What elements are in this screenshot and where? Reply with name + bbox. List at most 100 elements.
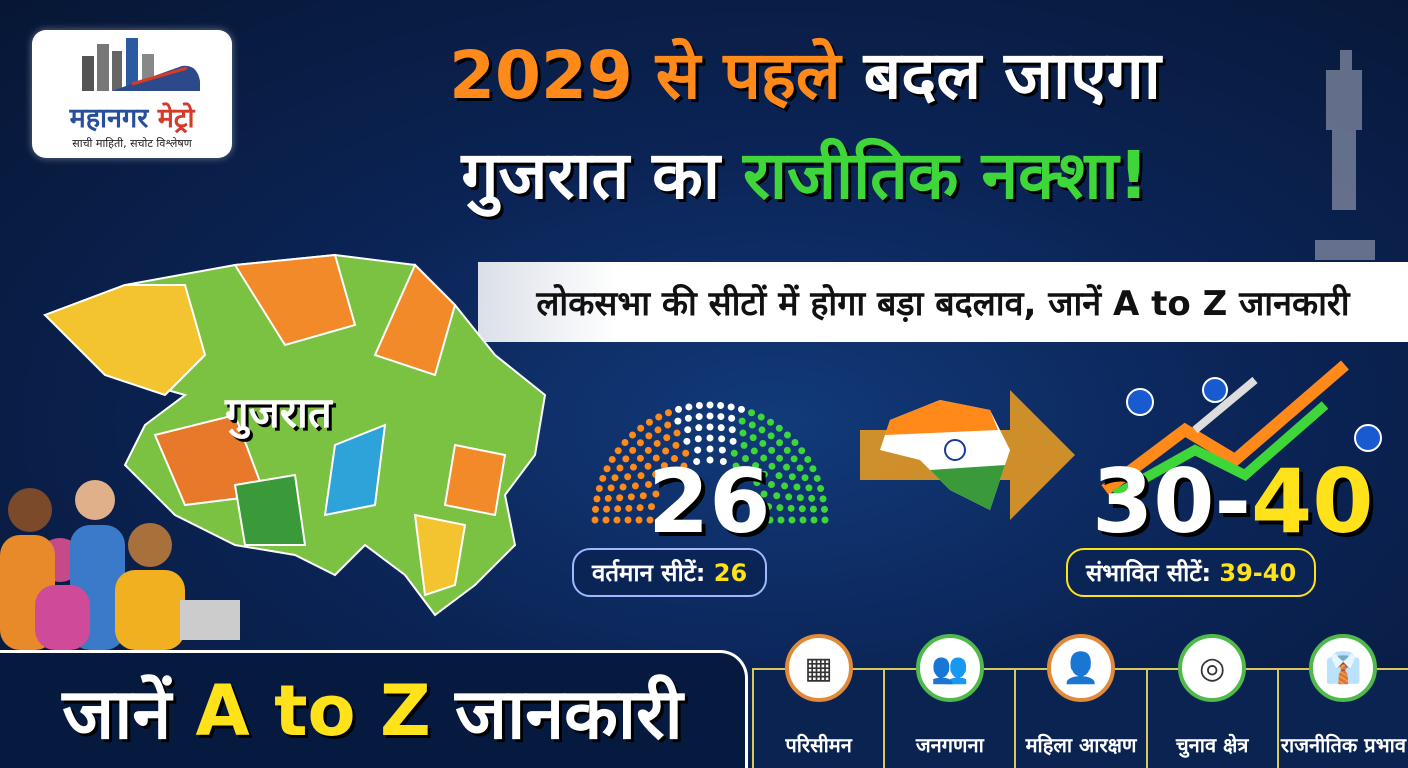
seat-dot xyxy=(752,462,760,470)
topic-delimitation: ▦ परिसीमन xyxy=(752,634,884,768)
seat-dot xyxy=(799,516,807,524)
seat-dot xyxy=(809,505,817,513)
seat-dot xyxy=(787,504,795,512)
seat-dot xyxy=(801,474,809,482)
seat-dot xyxy=(777,516,785,524)
seat-dot xyxy=(781,482,789,490)
seat-dot xyxy=(629,446,637,454)
seat-dot xyxy=(768,462,776,470)
seat-dot xyxy=(819,495,827,503)
topic-political-impact: 👔 राजनीतिक प्रभाव xyxy=(1276,634,1408,768)
seat-dot xyxy=(644,446,652,454)
seat-dot xyxy=(695,424,703,432)
seat-dot xyxy=(599,474,607,482)
seat-dot xyxy=(595,485,603,493)
seat-dot xyxy=(783,431,791,439)
topic-women-reservation: 👤 महिला आरक्षण xyxy=(1014,634,1146,768)
seat-dot xyxy=(624,516,632,524)
seat-dot xyxy=(624,473,632,481)
seat-dot xyxy=(760,454,768,462)
seat-dot xyxy=(639,492,647,500)
seat-dot xyxy=(791,439,799,447)
seat-dot xyxy=(625,504,633,512)
seat-dot xyxy=(652,454,660,462)
topic-constituency: ◎ चुनाव क्षेत्र xyxy=(1145,634,1277,768)
seat-dot xyxy=(636,504,644,512)
people-illustration xyxy=(0,480,240,650)
seat-dot xyxy=(732,462,740,470)
seat-dot xyxy=(706,401,714,409)
seat-dot xyxy=(631,482,639,490)
seat-dot xyxy=(727,403,735,411)
seat-dot xyxy=(635,516,643,524)
seat-dot xyxy=(783,463,791,471)
seat-dot xyxy=(683,437,691,445)
seat-dot xyxy=(695,401,703,409)
a-to-z-banner: जानें A to Z जानकारी xyxy=(0,650,748,768)
seat-dot xyxy=(768,446,776,454)
seat-dot xyxy=(629,463,637,471)
projected-seats-number: 30-40 xyxy=(1092,450,1374,553)
seat-dot xyxy=(773,492,781,500)
seat-dot xyxy=(758,426,766,434)
seat-dot xyxy=(648,503,656,511)
seat-dot xyxy=(760,470,768,478)
logo: महानगर मेट्रो साची माहिती, सचोट विश्लेषण xyxy=(32,30,232,158)
gujarat-map xyxy=(43,253,547,617)
current-seats-number: 26 xyxy=(648,450,771,553)
headline-line2: गुजरात का राजीतिक नक्शा! xyxy=(461,137,1149,214)
seat-dot xyxy=(796,494,804,502)
seat-dot xyxy=(706,456,714,464)
woman-icon: 👤 xyxy=(1047,634,1115,702)
seat-dot xyxy=(663,434,671,442)
seat-arc xyxy=(591,401,829,524)
politician-icon: 👔 xyxy=(1309,634,1378,702)
seat-dot xyxy=(645,418,653,426)
seat-dot xyxy=(660,462,668,470)
seat-dot xyxy=(644,462,652,470)
current-seats-badge: वर्तमान सीटें: 26 xyxy=(572,548,768,597)
seat-dot xyxy=(627,493,635,501)
seat-dot xyxy=(776,454,784,462)
seat-dot xyxy=(783,446,791,454)
seat-dot xyxy=(664,409,672,417)
seat-dot xyxy=(776,504,784,512)
seat-dot xyxy=(718,435,726,443)
seat-dot xyxy=(743,469,751,477)
seat-dot xyxy=(706,445,714,453)
seat-dot xyxy=(671,455,678,463)
seat-dot xyxy=(788,516,796,524)
topic-census: 👥 जनगणना xyxy=(883,634,1015,768)
seat-dot xyxy=(809,465,817,473)
seat-dot xyxy=(593,495,601,503)
seat-dot xyxy=(730,449,738,457)
seat-dot xyxy=(645,481,653,488)
seat-dot xyxy=(673,429,681,437)
seat-dot xyxy=(602,516,610,524)
seat-dot xyxy=(729,437,737,445)
seat-dot xyxy=(694,446,702,454)
seat-dot xyxy=(821,516,829,524)
seat-dot xyxy=(718,446,726,454)
seat-dot xyxy=(621,439,629,447)
seat-dot xyxy=(591,516,599,524)
people-icon: 👥 xyxy=(915,634,984,702)
seat-dot xyxy=(738,417,746,425)
seat-dot xyxy=(808,494,816,502)
seat-dot xyxy=(694,435,702,443)
seat-dot xyxy=(675,405,683,413)
seat-dot xyxy=(616,494,624,502)
seat-dot xyxy=(695,413,703,421)
seat-dot xyxy=(652,470,660,478)
seat-dot xyxy=(637,424,645,432)
seat-dot xyxy=(719,458,727,466)
seat-dot xyxy=(706,434,714,442)
metro-skyline-icon xyxy=(82,38,200,91)
seat-dot xyxy=(685,403,693,411)
seat-dot xyxy=(785,493,793,501)
seat-dot xyxy=(748,409,756,417)
seat-dot xyxy=(748,421,756,429)
projected-seats-badge: संभावित सीटें: 39-40 xyxy=(1066,548,1317,597)
seat-dot xyxy=(693,458,701,466)
map-grid-icon: ▦ xyxy=(784,634,853,702)
